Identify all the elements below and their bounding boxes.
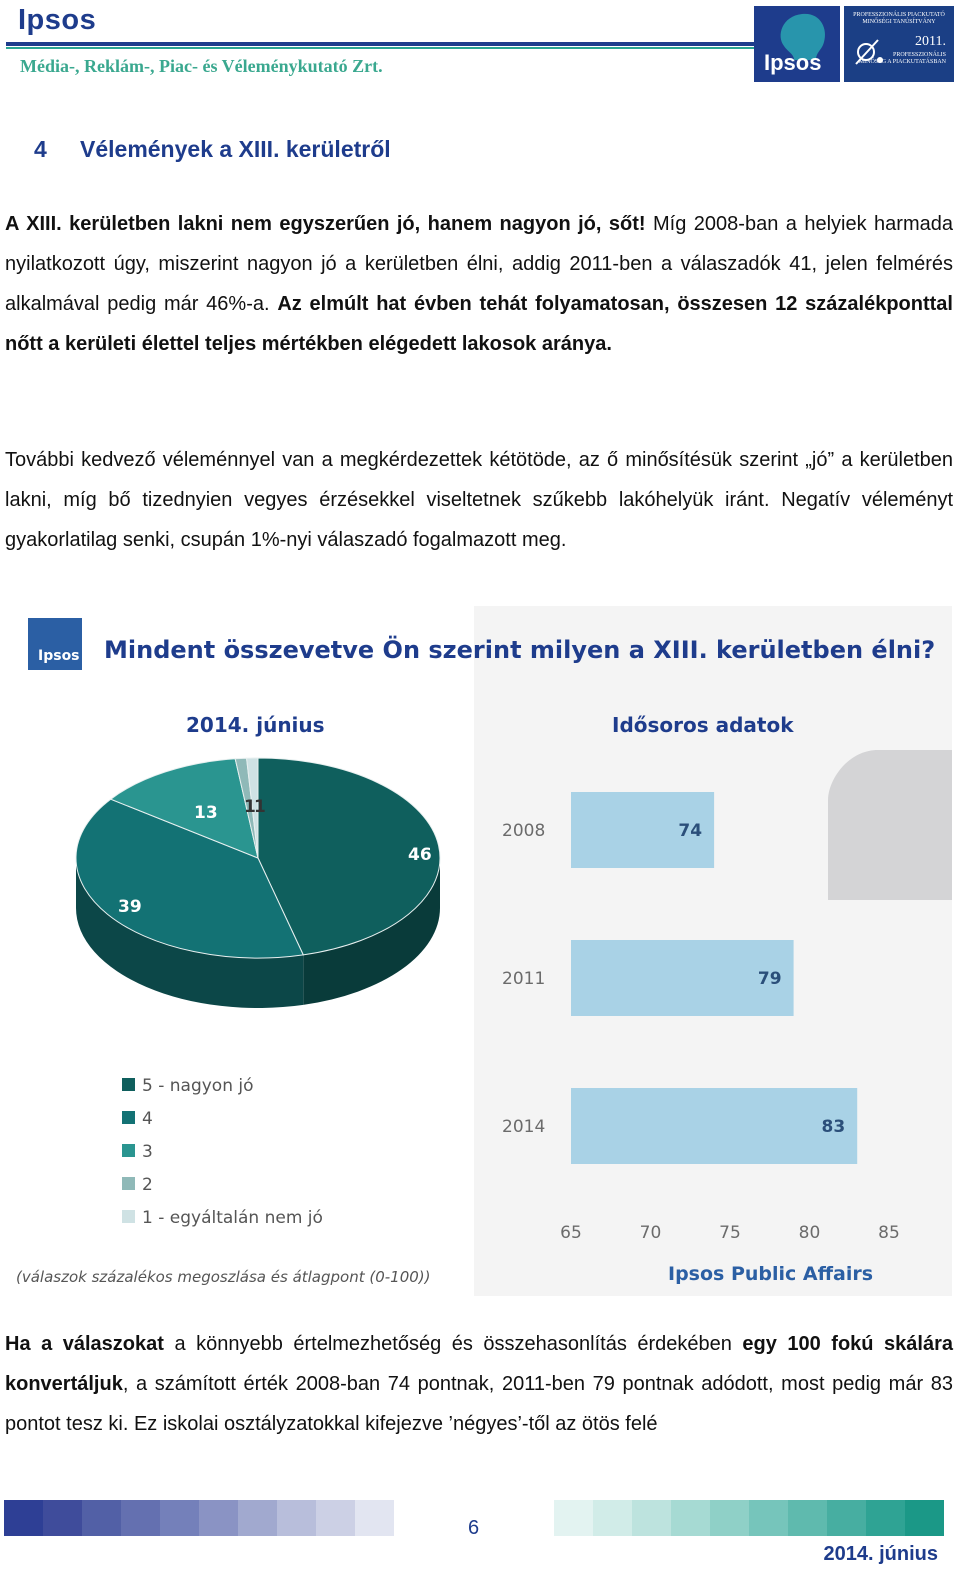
bar-data-label: 79 [758, 969, 782, 989]
p1-bold-1: A XIII. kerületben lakni nem egyszerűen … [5, 213, 646, 235]
p3-text-2: , a számított érték 2008-ban 74 pontnak,… [5, 1373, 953, 1435]
bar-category-label: 2014 [502, 1117, 545, 1137]
section-number: 4 [34, 136, 47, 162]
x-tick-label: 65 [560, 1223, 582, 1243]
pie-slice [109, 758, 259, 859]
bar-data-label: 74 [678, 821, 702, 841]
footer-block [788, 1500, 827, 1536]
page-number: 6 [468, 1517, 480, 1539]
footer-block [199, 1500, 238, 1536]
chart-ipsos-logo [28, 618, 82, 670]
header-rule-accent [6, 47, 754, 49]
brand-name: Ipsos [18, 4, 97, 36]
pie-data-label: 39 [118, 897, 142, 917]
bar-data-label: 83 [822, 1117, 846, 1137]
bar [571, 940, 794, 1016]
x-tick-label: 85 [878, 1223, 900, 1243]
paragraph-3: Ha a válaszokat a könnyebb értelmezhetős… [5, 1324, 953, 1444]
x-tick-label: 80 [799, 1223, 821, 1243]
footer-block [121, 1500, 160, 1536]
company-subtitle: Média-, Reklám-, Piac- és Véleménykutató… [20, 56, 383, 76]
paragraph-1: A XIII. kerületben lakni nem egyszerűen … [5, 204, 953, 364]
bar-category-label: 2008 [502, 821, 545, 841]
footer-block [316, 1500, 355, 1536]
legend-label: 2 [142, 1175, 153, 1195]
cert-line-4: MINŐSÉG A PIACKUTATÁSBAN [858, 59, 946, 65]
footer-block [671, 1500, 710, 1536]
x-tick-label: 75 [719, 1223, 741, 1243]
chart-note: (válaszok százalékos megoszlása és átlag… [16, 1268, 431, 1286]
section-heading: 4 Vélemények a XIII. kerületről [34, 136, 391, 163]
footer-block [866, 1500, 905, 1536]
cert-year: 2011. [915, 34, 946, 49]
pie-data-label: 1 [254, 797, 266, 817]
footer-block [238, 1500, 277, 1536]
footer-block [277, 1500, 316, 1536]
footer-block [632, 1500, 671, 1536]
pie-data-label: 13 [194, 803, 218, 823]
footer-block [355, 1500, 394, 1536]
cert-line-2: MINŐSÉGI TANÚSÍTVÁNY [862, 19, 936, 25]
footer-block [554, 1500, 593, 1536]
footer-date: 2014. június [823, 1543, 939, 1565]
pie-legend: 5 - nagyon jó 4 3 2 1 - egyáltalán nem jó [122, 1076, 323, 1228]
bar [571, 1088, 858, 1164]
chart-svg: Ipsos Mindent összevetve Ön szerint mily… [16, 606, 952, 1296]
bar-chart: 2008 74 2011 79 2014 83 65 70 75 80 85 [502, 792, 900, 1243]
legend-label: 5 - nagyon jó [142, 1076, 254, 1096]
p3-bold-2: egy 100 fokú skálára konvertáljuk [5, 1333, 953, 1395]
legend-label: 1 - egyáltalán nem jó [142, 1208, 323, 1228]
footer-block [827, 1500, 866, 1536]
footer-block [82, 1500, 121, 1536]
pie-slice-side [76, 858, 304, 1008]
pie-data-label: 46 [408, 845, 432, 865]
logo-text: Ipsos [764, 50, 822, 75]
bar-category-label: 2011 [502, 969, 545, 989]
footer-block [710, 1500, 749, 1536]
pie-subtitle: 2014. június [186, 713, 325, 737]
paragraph-2: További kedvező véleménnyel van a megkér… [5, 440, 953, 560]
cert-line-3: PROFESSZIONÁLIS [892, 52, 946, 58]
chart-title: Mindent összevetve Ön szerint milyen a X… [104, 634, 935, 664]
footer-block [593, 1500, 632, 1536]
section-title: Vélemények a XIII. kerületről [80, 136, 391, 162]
legend-swatch [122, 1111, 135, 1124]
pie-slice [246, 757, 259, 859]
decorative-shape [828, 750, 952, 900]
x-tick-label: 70 [640, 1223, 662, 1243]
legend-swatch [122, 1078, 135, 1091]
ipsos-logo: Ipsos [754, 6, 840, 82]
header-rule [6, 42, 754, 46]
footer-block [905, 1500, 944, 1536]
legend-label: 4 [142, 1109, 153, 1129]
p1-bold-2: Az elmúlt hat évben tehát folyamatosan, … [5, 293, 953, 355]
pie-slice [75, 798, 305, 959]
legend-swatch [122, 1210, 135, 1223]
footer-block [43, 1500, 82, 1536]
head-silhouette-icon [780, 13, 826, 60]
p1-text-1: Míg 2008-ban a helyiek harmada nyilatkoz… [5, 213, 953, 315]
certificate-emblem-icon [855, 39, 883, 65]
quality-certificate: PROFESSZIONÁLIS PIACKUTATÓ MINŐSÉGI TANÚS… [844, 6, 954, 82]
legend-swatch [122, 1144, 135, 1157]
footer-block [4, 1500, 43, 1536]
p2-text: További kedvező véleménnyel van a megkér… [5, 449, 953, 551]
p3-text-1: a könnyebb értelmezhetőség és összehason… [163, 1333, 743, 1355]
chart-logo-text: Ipsos [38, 648, 80, 664]
p3-bold-1: Ha a válaszokat [5, 1333, 164, 1355]
pie-chart: 46 39 13 11 [75, 757, 441, 1008]
footer-block [160, 1500, 199, 1536]
footer-block [749, 1500, 788, 1536]
pie-slice-side [303, 858, 441, 1005]
pie-slice [257, 757, 441, 956]
chart-source: Ipsos Public Affairs [668, 1263, 873, 1285]
pie-data-label: 1 [244, 797, 256, 817]
legend-swatch [122, 1177, 135, 1190]
bar-subtitle: Idősoros adatok [612, 713, 794, 737]
survey-chart: Ipsos Mindent összevetve Ön szerint mily… [8, 600, 952, 1300]
footer-color-bar [4, 1500, 954, 1536]
cert-line-1: PROFESSZIONÁLIS PIACKUTATÓ [853, 12, 945, 18]
legend-label: 3 [142, 1142, 153, 1162]
bar [571, 792, 715, 868]
